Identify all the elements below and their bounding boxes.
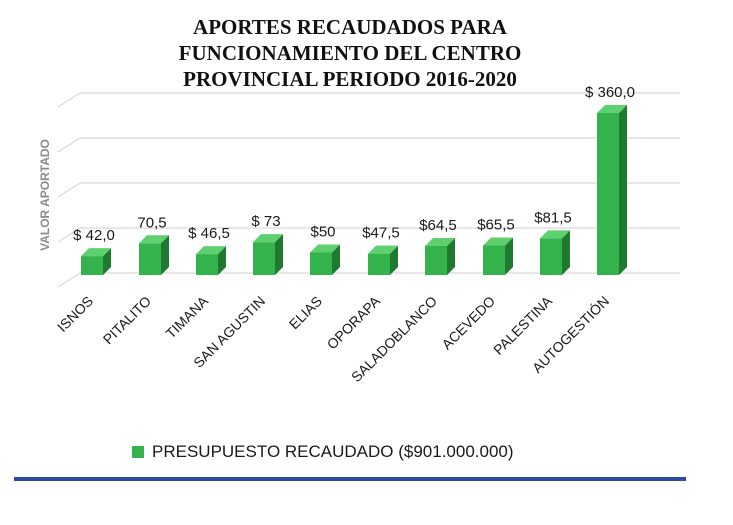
bar-side: [505, 237, 513, 275]
data-label: $47,5: [362, 225, 400, 242]
bar-side: [103, 248, 111, 275]
bar-side: [275, 234, 283, 275]
data-label: $ 46,5: [188, 225, 230, 242]
bar-side: [562, 230, 570, 275]
bar-front: [540, 238, 562, 275]
bar-front: [253, 242, 275, 275]
data-label: $65,5: [477, 217, 515, 234]
bar-top: [310, 244, 340, 253]
chart-title: APORTES RECAUDADOS PARA FUNCIONAMIENTO D…: [0, 14, 700, 92]
data-label: $ 360,0: [585, 84, 635, 101]
bar-front: [597, 113, 619, 275]
data-label: $ 42,0: [73, 227, 115, 244]
bar-side: [390, 245, 398, 275]
bar-top: [196, 246, 226, 255]
bar-top: [425, 237, 455, 246]
category-label: OPORAPA: [324, 292, 384, 352]
bar-top: [540, 230, 570, 239]
divider-rule: [14, 477, 686, 481]
legend-label: PRESUPUESTO RECAUDADO ($901.000.000): [152, 442, 514, 461]
bar-front: [483, 245, 505, 275]
bar-side: [218, 246, 226, 275]
bar-top: [368, 245, 398, 254]
bar-front: [196, 254, 218, 275]
wall-gridline: [57, 227, 81, 243]
bar-front: [139, 243, 161, 275]
legend-swatch: [132, 446, 144, 458]
category-label: PITALITO: [100, 293, 154, 347]
wall-gridline: [57, 137, 81, 153]
title-line-1: APORTES RECAUDADOS PARA: [193, 15, 507, 39]
y-axis-label: VALOR APORTADO: [38, 139, 52, 251]
bar-side: [161, 235, 169, 275]
category-label: TIMANA: [162, 292, 211, 341]
wall-gridline: [57, 92, 81, 108]
data-label: 70,5: [137, 214, 166, 231]
title-line-2: FUNCIONAMIENTO DEL CENTRO: [178, 41, 522, 65]
bar-top: [483, 237, 513, 246]
bar-side: [619, 105, 627, 275]
data-label: $50: [310, 224, 335, 241]
bar-top: [253, 234, 283, 243]
wall-gridline: [57, 272, 81, 288]
bar-front: [81, 256, 103, 275]
bar-top: [597, 105, 627, 113]
bar-top: [81, 248, 111, 257]
category-label: ELIAS: [286, 293, 325, 332]
bar-side: [332, 244, 340, 275]
bar-side: [447, 237, 455, 275]
bar-front: [368, 253, 390, 275]
bar-top: [139, 235, 169, 244]
title-line-3: PROVINCIAL PERIODO 2016-2020: [183, 67, 517, 91]
bar-front: [425, 245, 447, 275]
data-label: $ 73: [251, 213, 280, 230]
category-label: ISNOS: [54, 293, 96, 335]
wall-gridline: [57, 182, 81, 198]
data-label: $64,5: [419, 217, 457, 234]
bar-front: [310, 252, 332, 275]
legend: PRESUPUESTO RECAUDADO ($901.000.000): [132, 442, 514, 462]
data-label: $81,5: [534, 209, 572, 226]
category-label: ACEVEDO: [438, 293, 498, 353]
